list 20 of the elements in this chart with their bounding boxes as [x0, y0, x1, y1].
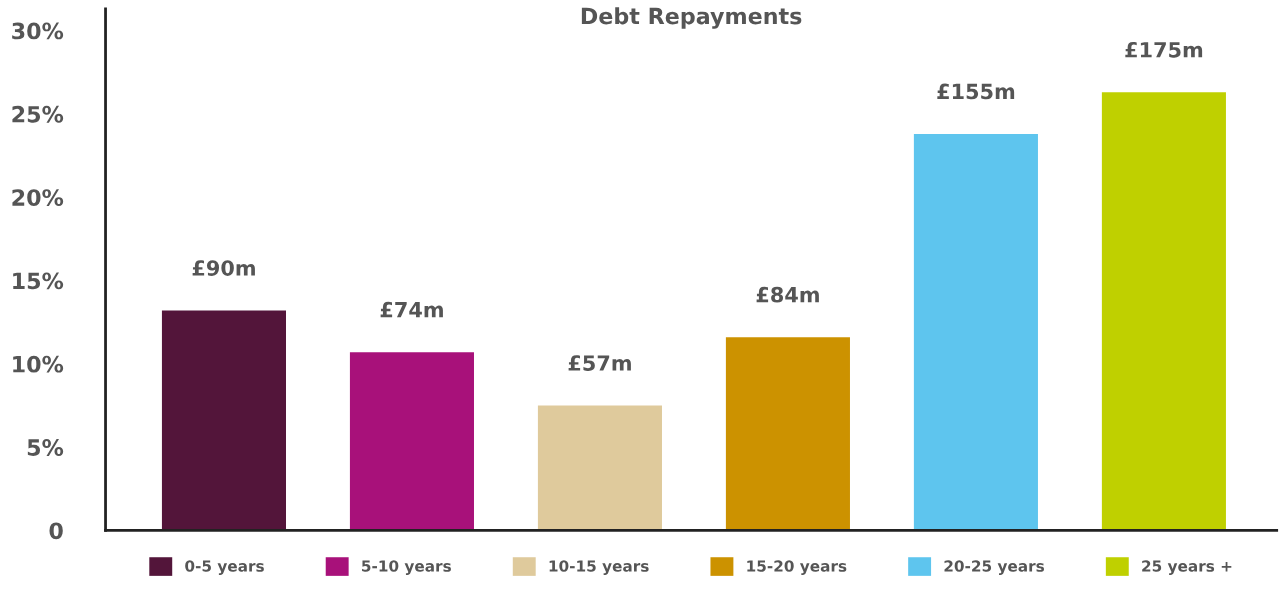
- annotation: £84m: [756, 286, 819, 303]
- y-tick-label: 10%: [13, 355, 64, 373]
- legend-label: 25 years +: [1142, 560, 1232, 575]
- y-tick-label: 25%: [12, 105, 64, 123]
- y-tick-label: 20%: [12, 189, 64, 206]
- annotation: £155m: [937, 83, 1015, 100]
- legend-label: 0-5 years: [185, 560, 264, 575]
- y-tick-label: 30%: [12, 22, 64, 40]
- legend-label: 10-15 years: [549, 560, 649, 575]
- y-tick-label: 15%: [13, 272, 64, 290]
- legend-label: 15-20 years: [747, 560, 847, 575]
- annotation: £74m: [380, 301, 443, 318]
- chart-title: Debt Repayments: [581, 7, 802, 29]
- annotation: £90m: [192, 260, 255, 276]
- y-tick-label: 0: [49, 522, 63, 540]
- annotation: £57m: [568, 355, 631, 371]
- annotation: £175m: [1125, 41, 1203, 58]
- legend-label: 5-10 years: [362, 560, 451, 575]
- y-tick-label: 5%: [27, 439, 64, 456]
- legend-label: 20-25 years: [944, 560, 1045, 575]
